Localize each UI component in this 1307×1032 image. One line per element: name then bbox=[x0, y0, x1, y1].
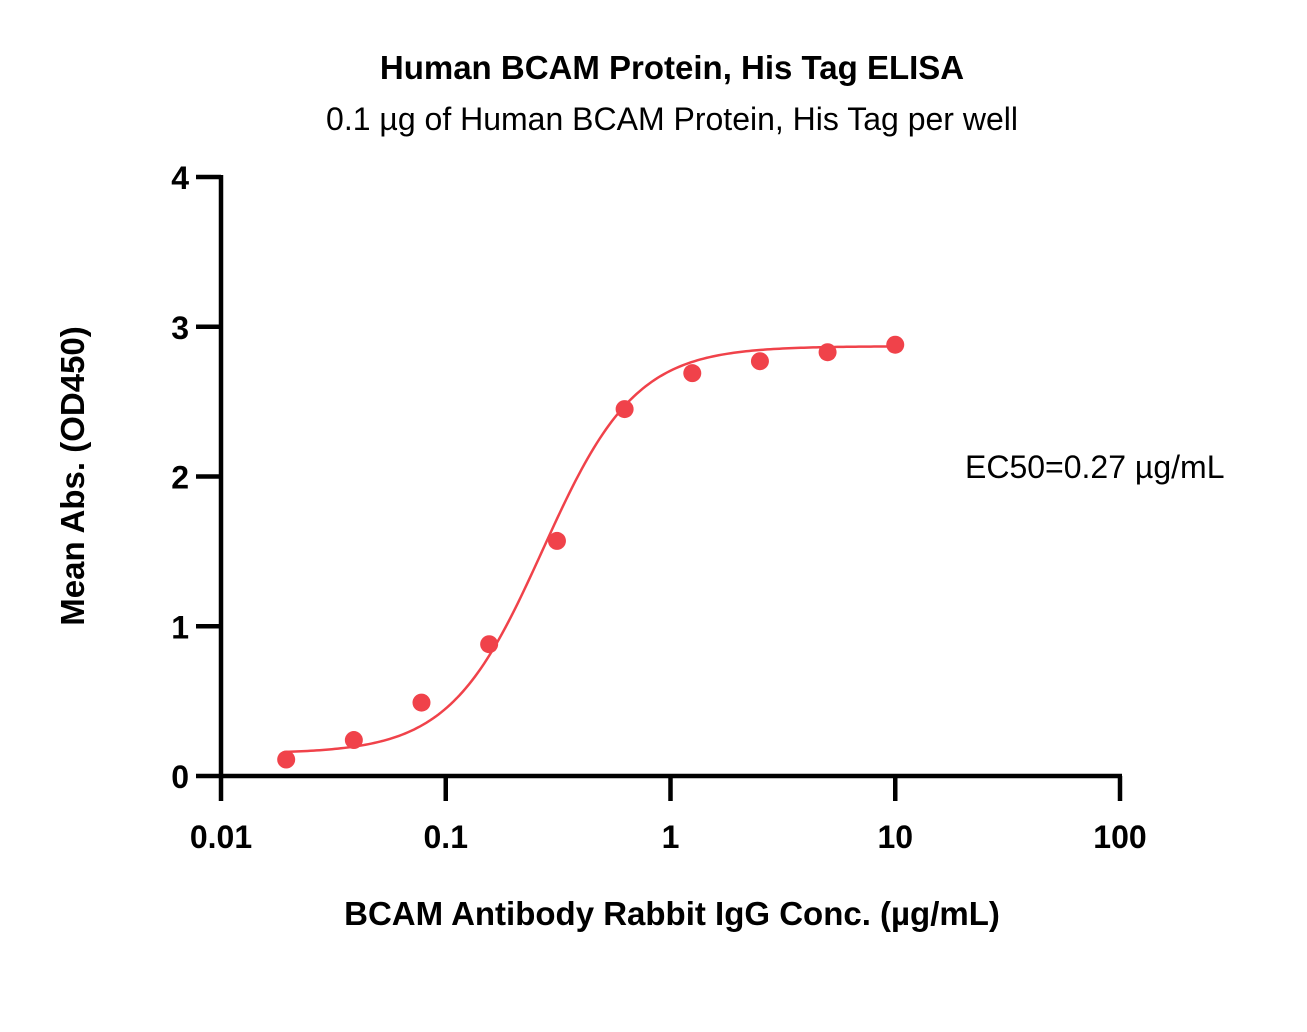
y-tick-label: 3 bbox=[171, 310, 189, 346]
data-point bbox=[277, 750, 296, 769]
x-axis-label: BCAM Antibody Rabbit IgG Conc. (µg/mL) bbox=[344, 895, 1000, 932]
x-tick-label: 100 bbox=[1093, 819, 1146, 855]
y-axis-label: Mean Abs. (OD450) bbox=[54, 326, 91, 626]
data-point bbox=[818, 343, 837, 362]
y-tick-label: 0 bbox=[171, 759, 189, 795]
chart-title: Human BCAM Protein, His Tag ELISA bbox=[380, 49, 964, 86]
y-tick-label: 4 bbox=[171, 160, 189, 196]
x-tick-label: 1 bbox=[662, 819, 680, 855]
x-tick-label: 0.1 bbox=[424, 819, 468, 855]
y-tick-label: 1 bbox=[171, 609, 189, 645]
ec50-annotation: EC50=0.27 µg/mL bbox=[965, 449, 1224, 485]
y-tick-label: 2 bbox=[171, 460, 189, 496]
data-point bbox=[683, 364, 702, 383]
data-point bbox=[886, 335, 905, 354]
data-point bbox=[750, 352, 769, 371]
data-point bbox=[412, 693, 431, 712]
fit-curve bbox=[286, 345, 896, 754]
x-tick-label: 0.01 bbox=[190, 819, 252, 855]
x-tick-label: 10 bbox=[877, 819, 913, 855]
data-point bbox=[547, 531, 566, 550]
data-point bbox=[615, 400, 634, 419]
data-point bbox=[480, 635, 499, 654]
chart-subtitle: 0.1 µg of Human BCAM Protein, His Tag pe… bbox=[326, 101, 1018, 137]
data-point bbox=[344, 731, 363, 750]
